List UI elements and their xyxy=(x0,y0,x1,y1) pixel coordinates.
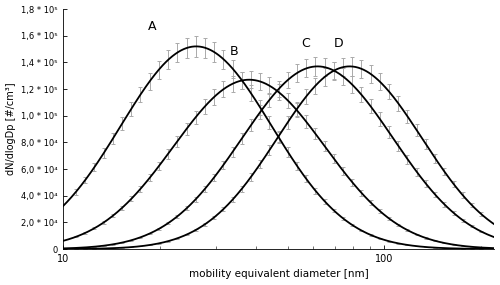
X-axis label: mobility equivalent diameter [nm]: mobility equivalent diameter [nm] xyxy=(188,269,368,280)
Text: C: C xyxy=(302,37,310,50)
Y-axis label: dN/dlogDp [#/cm³]: dN/dlogDp [#/cm³] xyxy=(6,83,16,175)
Text: B: B xyxy=(230,45,238,58)
Text: A: A xyxy=(148,20,156,33)
Text: D: D xyxy=(334,37,344,50)
